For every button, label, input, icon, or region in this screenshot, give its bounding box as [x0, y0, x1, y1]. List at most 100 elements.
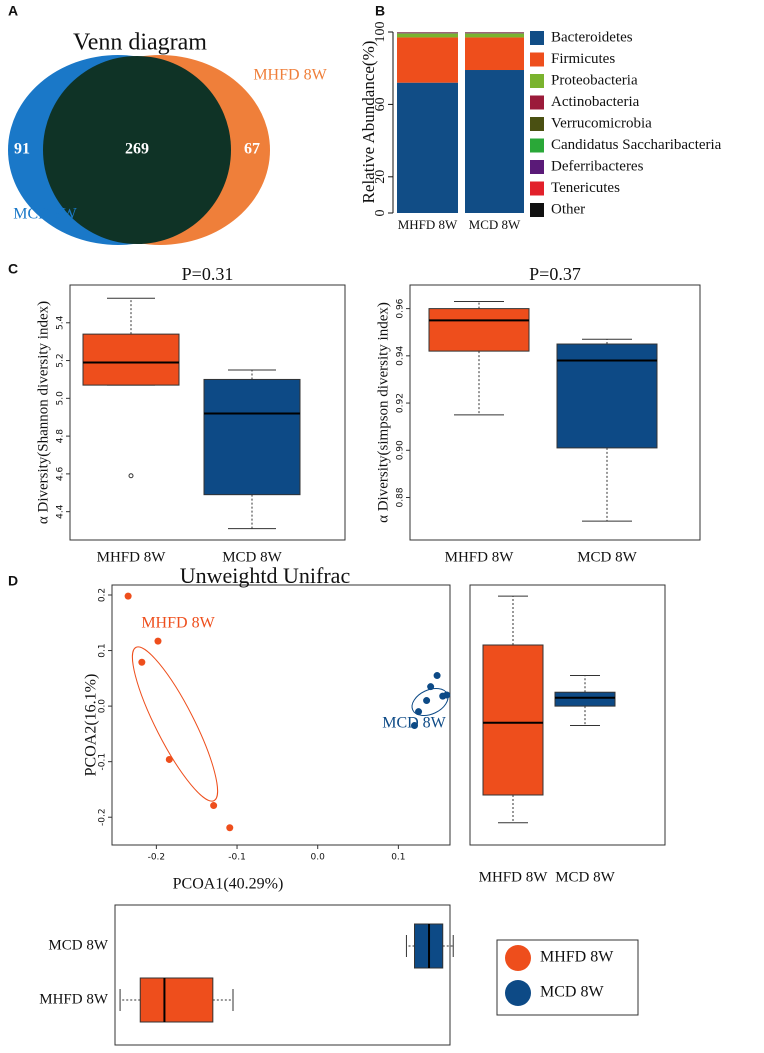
legend-swatch — [530, 74, 544, 88]
y-tick-label: 4.4 — [56, 504, 66, 519]
x-tick-label: MHFD 8W — [398, 217, 458, 232]
plot-frame — [69, 284, 346, 541]
legend-swatch — [530, 117, 544, 131]
x-tick-label: MCD 8W — [469, 217, 521, 232]
bar-segment — [397, 33, 458, 38]
box — [139, 977, 214, 1023]
group-ellipse — [131, 646, 219, 802]
legend-swatch — [530, 160, 544, 174]
legend-label: Deferribacteres — [551, 158, 644, 174]
y-tick-label: 5.4 — [56, 315, 66, 330]
legend-frame — [496, 939, 639, 1016]
legend-swatch — [530, 203, 544, 217]
plot-frame — [111, 584, 451, 846]
legend-label: Verrucomicrobia — [551, 115, 652, 131]
point — [411, 722, 419, 730]
legend-label: Tenericutes — [551, 180, 620, 196]
y-tick-label: 0.0 — [98, 699, 108, 714]
legend-swatch — [530, 181, 544, 196]
y-axis-label: α Diversity(simpson diversity index) — [375, 302, 391, 523]
y-axis-label: Relative Abundance(%) — [359, 41, 378, 204]
box — [82, 333, 180, 386]
venn-count: 269 — [125, 141, 149, 158]
point — [226, 824, 234, 832]
legend-label: Candidatus Saccharibacteria — [551, 137, 722, 153]
legend-marker — [505, 945, 531, 971]
y-tick-label: 5.0 — [56, 391, 66, 406]
y-tick-label: MCD 8W — [48, 937, 108, 953]
plot-frame — [114, 904, 451, 1046]
y-tick-label: 0.96 — [396, 298, 406, 318]
x-tick-label: 0.0 — [311, 853, 326, 863]
legend-swatch — [530, 31, 544, 45]
plot-frame — [469, 584, 666, 846]
y-tick-label: 60 — [373, 97, 388, 111]
chart-title: Unweightd Unifrac — [180, 563, 351, 588]
y-axis-label: α Diversity(Shannon diversity index) — [35, 301, 51, 524]
point — [138, 658, 146, 666]
group-label: MCD 8W — [382, 715, 446, 732]
chart-title: P=0.31 — [182, 264, 234, 284]
x-tick-label: -0.2 — [148, 853, 166, 863]
venn-overlap — [43, 56, 231, 244]
legend-label: Actinobacteria — [551, 94, 640, 110]
bar-segment — [397, 37, 458, 83]
point — [443, 691, 451, 699]
y-tick-label: 5.2 — [56, 353, 66, 367]
y-tick-label: -0.2 — [98, 808, 108, 826]
point — [433, 672, 441, 680]
plot-frame — [409, 284, 701, 541]
x-axis-label: PCOA1(40.29%) — [173, 876, 284, 893]
legend-marker — [505, 980, 531, 1006]
legend-swatch — [530, 52, 544, 67]
y-tick-label: 0.94 — [396, 346, 406, 366]
chart-title: P=0.37 — [529, 264, 581, 284]
set-label: MCD 8W — [13, 206, 77, 223]
y-tick-label: 0.1 — [98, 643, 108, 657]
y-tick-label: 4.8 — [56, 429, 66, 444]
point — [210, 802, 218, 810]
panel-label: B — [375, 3, 385, 19]
bar-segment — [465, 37, 524, 71]
venn-title: Venn diagram — [73, 30, 207, 56]
x-tick-label: MCD 8W — [222, 549, 282, 565]
x-tick-label: MHFD 8W — [97, 549, 167, 565]
legend-swatch — [530, 95, 544, 110]
y-tick-label: 4.6 — [56, 466, 66, 481]
legend-label: Proteobacteria — [551, 72, 638, 88]
y-tick-label: 100 — [373, 22, 388, 43]
y-axis-label: PCOA2(16.1%) — [83, 674, 100, 777]
y-tick-label: 0 — [373, 210, 388, 217]
point — [165, 755, 173, 763]
legend-label: Other — [551, 201, 585, 217]
y-tick-label: 0.92 — [396, 393, 406, 413]
point — [415, 708, 423, 716]
x-tick-label: MHFD 8W — [445, 549, 515, 565]
box — [482, 644, 544, 796]
legend-label: Firmicutes — [551, 51, 615, 67]
box — [428, 308, 530, 352]
venn-count: 91 — [14, 141, 30, 158]
y-tick-label: MHFD 8W — [39, 991, 109, 1007]
x-tick-label: MCD 8W — [577, 549, 637, 565]
box — [203, 378, 301, 496]
bar-segment — [465, 70, 524, 213]
point — [423, 697, 431, 705]
legend-label: MCD 8W — [540, 984, 604, 1001]
legend-label: Bacteroidetes — [551, 29, 633, 45]
point — [427, 683, 435, 691]
point — [124, 592, 132, 600]
panel-label: D — [8, 573, 18, 589]
legend-swatch — [530, 138, 544, 153]
y-tick-label: 20 — [373, 170, 388, 184]
y-tick-label: 0.88 — [396, 487, 406, 507]
outlier — [128, 473, 134, 479]
venn-count: 67 — [244, 141, 260, 158]
bar-segment — [465, 33, 524, 38]
y-tick-label: 0.2 — [98, 588, 108, 602]
legend-label: MHFD 8W — [540, 949, 614, 966]
panel-label: A — [8, 3, 18, 19]
x-tick-label: MCD 8W — [555, 869, 615, 885]
bar-segment — [397, 82, 458, 214]
